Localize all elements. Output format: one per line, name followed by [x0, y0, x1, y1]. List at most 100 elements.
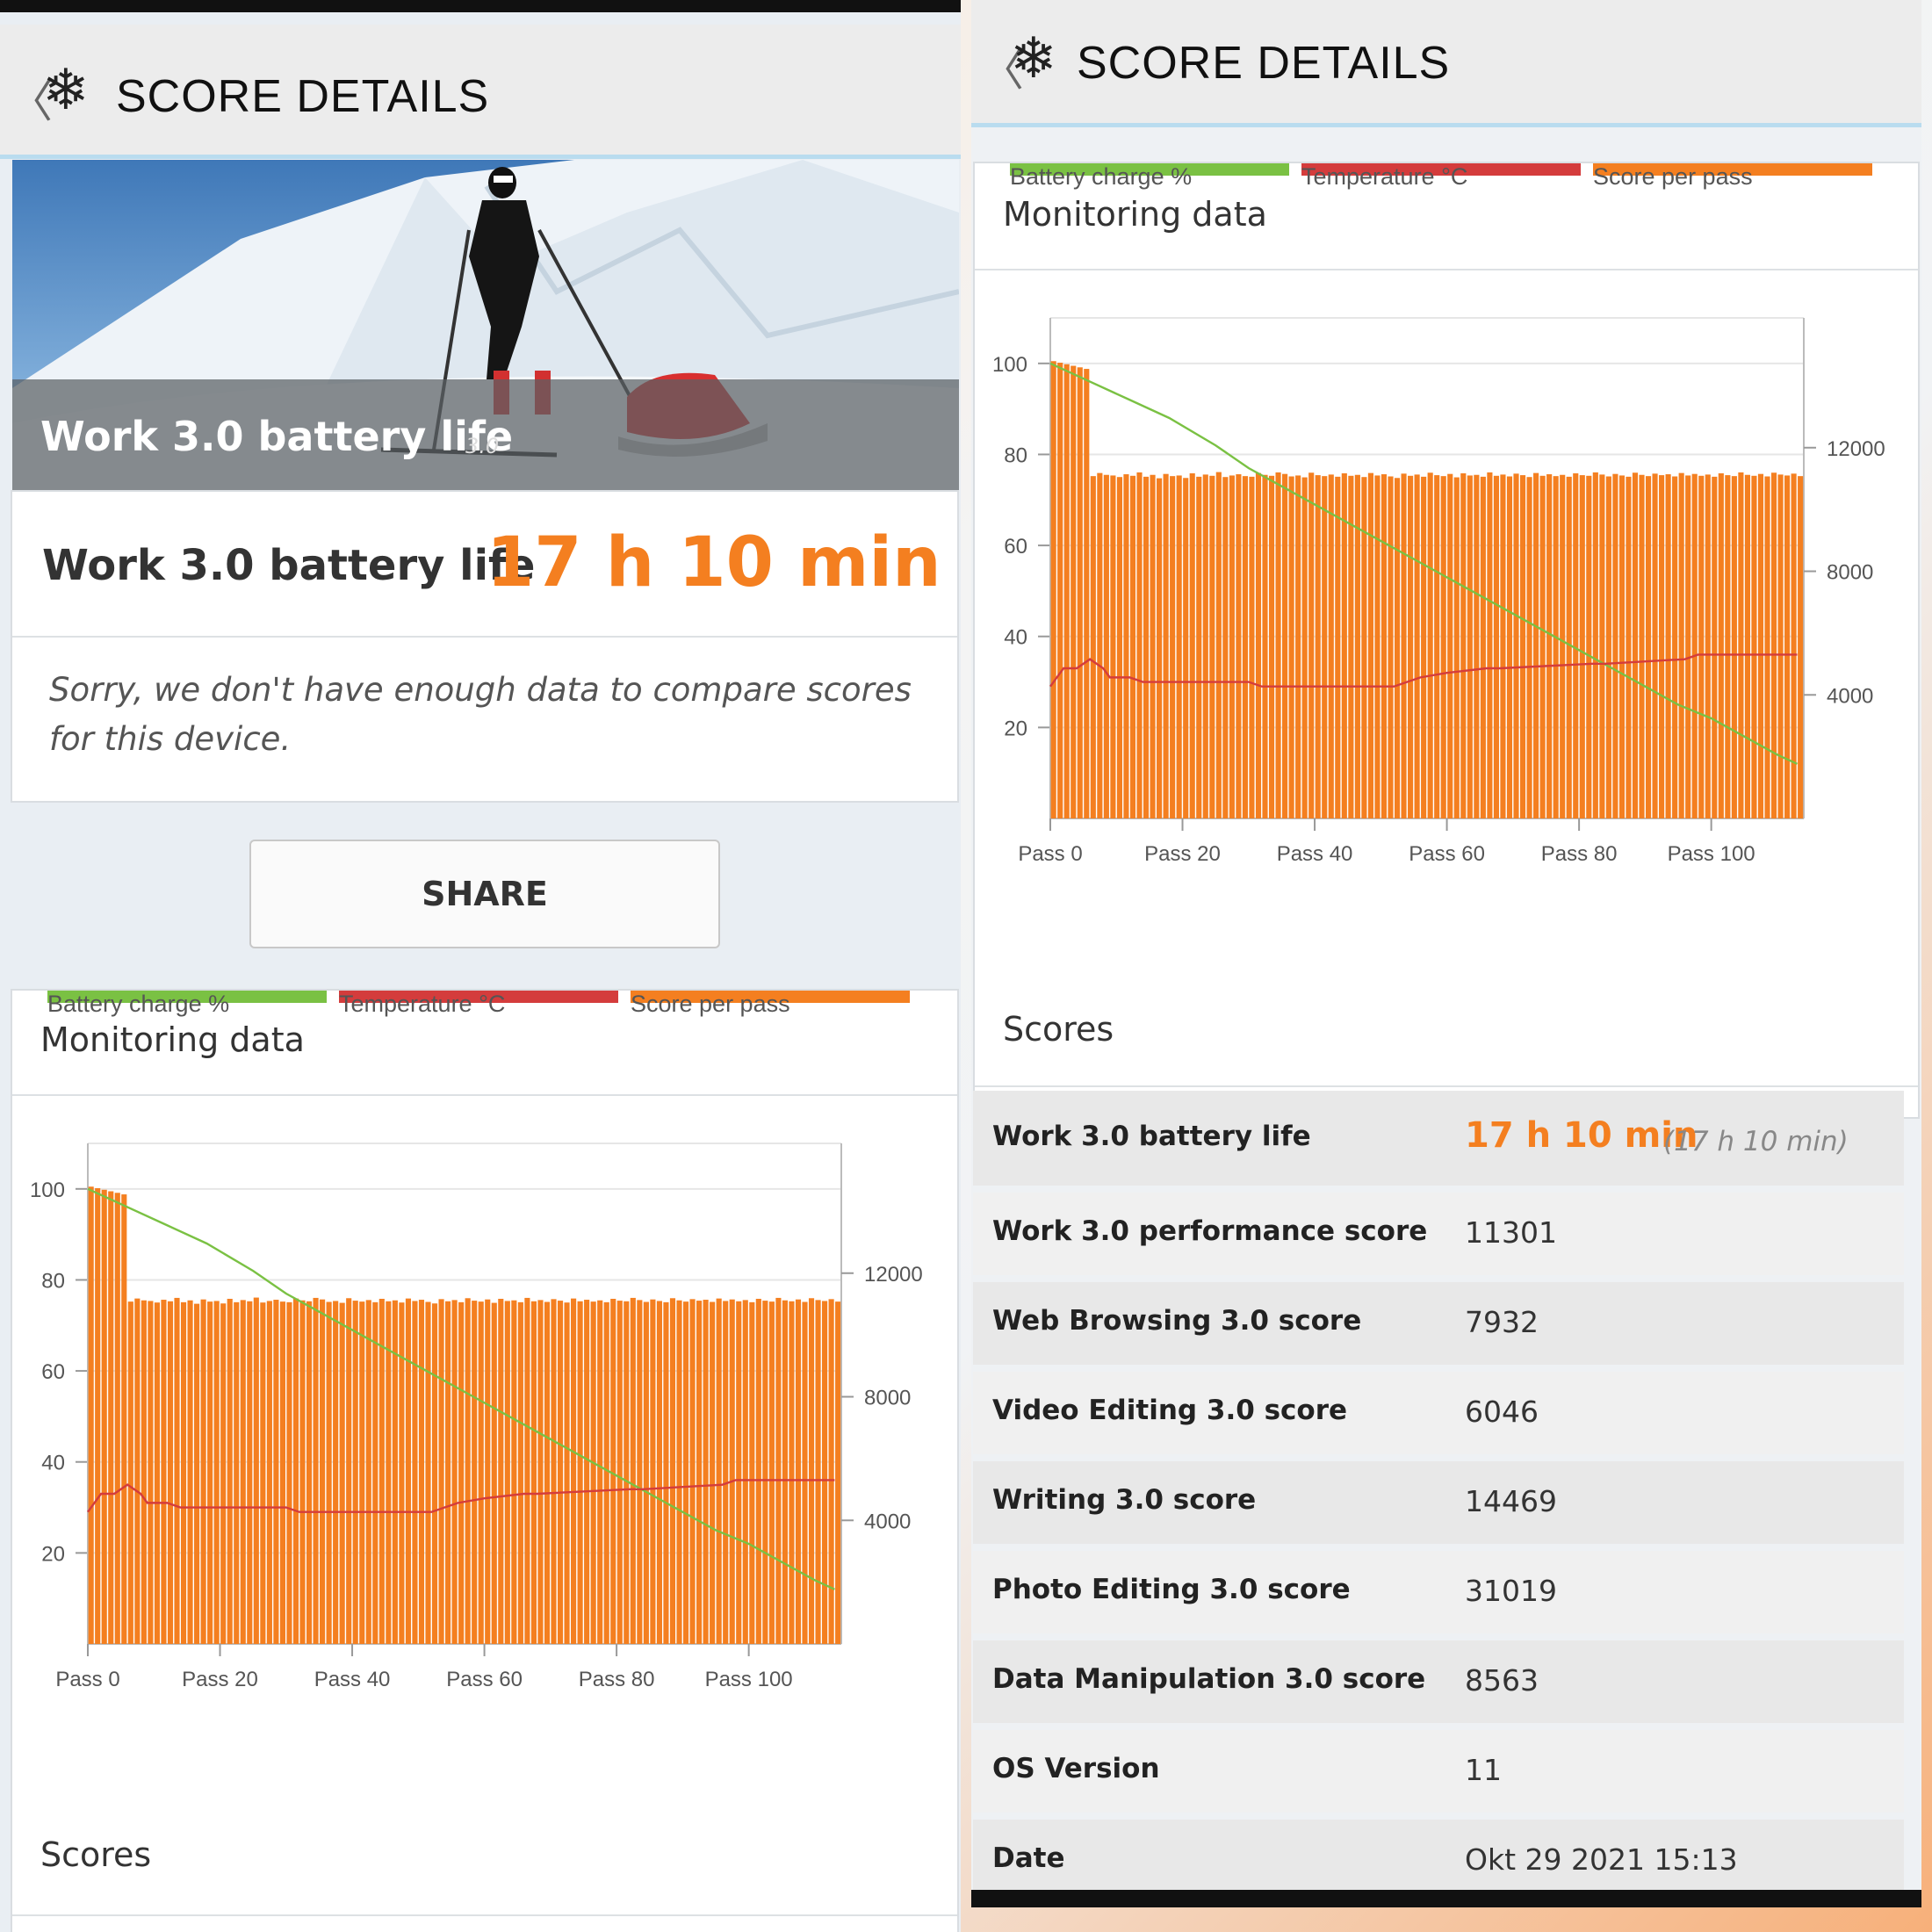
scores-divider	[975, 1085, 1918, 1087]
score-bar	[768, 1301, 775, 1644]
result-card: Work 3.0 battery life 17 h 10 min Sorry,…	[11, 490, 959, 803]
score-bar	[1116, 477, 1122, 818]
score-bar	[260, 1302, 266, 1644]
score-bar	[1744, 474, 1750, 818]
scores-table: Work 3.0 battery life 17 h 10 min (17 h …	[973, 1091, 1920, 1890]
back-chevron-icon[interactable]: 〈	[980, 45, 1024, 96]
back-chevron-icon[interactable]: 〈	[9, 76, 53, 127]
score-bar	[1196, 476, 1202, 818]
score-bar	[253, 1297, 259, 1644]
x-tick-label: Pass 0	[1018, 842, 1082, 866]
score-bar	[1071, 365, 1077, 818]
score-bar	[1705, 474, 1711, 818]
score-bar	[365, 1300, 371, 1644]
score-bar	[1434, 475, 1440, 818]
score-bar	[1539, 475, 1546, 818]
score-bar	[716, 1298, 722, 1644]
share-button[interactable]: SHARE	[249, 840, 720, 948]
score-bar	[1242, 476, 1248, 818]
score-bar	[1408, 475, 1414, 818]
legend-swatch	[1593, 163, 1872, 176]
score-label: Photo Editing 3.0 score	[992, 1574, 1351, 1605]
monitoring-title: Monitoring data	[1003, 195, 1267, 234]
score-bar	[1652, 473, 1658, 818]
score-bar	[1777, 474, 1784, 818]
score-bar	[1354, 474, 1360, 818]
score-row-date: Date Okt 29 2021 15:13	[973, 1820, 1904, 1890]
score-bar	[187, 1300, 193, 1644]
score-bar	[326, 1301, 332, 1644]
score-bar	[194, 1303, 200, 1644]
score-bar	[227, 1298, 233, 1644]
score-bar	[762, 1301, 768, 1644]
score-bar	[438, 1299, 444, 1644]
score-bar	[405, 1298, 411, 1644]
score-bar	[1414, 474, 1420, 818]
score-value: 7932	[1465, 1305, 1539, 1339]
score-bar	[637, 1300, 643, 1644]
legend-swatch	[47, 991, 327, 1003]
y-right-tick-label: 8000	[864, 1387, 911, 1410]
score-bar	[1050, 361, 1056, 818]
scores-title: Scores	[40, 1835, 152, 1874]
score-bar	[1770, 472, 1777, 818]
score-bar	[723, 1301, 729, 1644]
legend-swatch	[1010, 163, 1289, 176]
score-row-data-manipulation: Data Manipulation 3.0 score 8563	[973, 1640, 1904, 1723]
score-value-secondary: (17 h 10 min)	[1663, 1126, 1849, 1157]
battery-line	[1049, 362, 1798, 765]
snowflake-icon: ❄	[42, 58, 90, 123]
score-bar	[530, 1301, 537, 1644]
score-bar	[1367, 472, 1373, 818]
score-bar	[1209, 475, 1215, 818]
score-bar	[161, 1300, 167, 1644]
legend-label: Temperature °C	[1301, 163, 1468, 190]
score-bar	[1097, 472, 1103, 818]
score-bar	[279, 1301, 285, 1644]
score-bar	[616, 1301, 623, 1644]
y-right-tick-label: 4000	[1827, 684, 1873, 708]
score-bar	[1672, 476, 1678, 818]
legend-label: Score per pass	[1593, 163, 1753, 190]
score-bar	[1282, 473, 1288, 818]
y-left-tick-label: 100	[30, 1179, 65, 1202]
score-bar	[630, 1297, 636, 1644]
score-bar	[1685, 475, 1691, 818]
score-bar	[1341, 472, 1347, 818]
score-bar	[1157, 478, 1163, 818]
score-bar	[472, 1301, 478, 1644]
score-bar	[504, 1301, 510, 1644]
score-bar	[121, 1194, 127, 1644]
score-bar	[1229, 475, 1235, 818]
score-bar	[1725, 475, 1731, 818]
scores-divider	[12, 1914, 957, 1916]
score-bar	[1255, 472, 1262, 818]
score-bar	[1751, 475, 1757, 818]
score-bar	[134, 1298, 141, 1644]
score-value: 6046	[1465, 1395, 1539, 1429]
score-bar	[789, 1301, 795, 1644]
score-bar	[656, 1301, 662, 1644]
score-bar	[1202, 474, 1208, 818]
page-title: SCORE DETAILS	[1077, 38, 1451, 89]
score-bar	[1764, 476, 1770, 818]
score-bar	[88, 1186, 94, 1644]
score-bar	[1374, 475, 1381, 818]
score-bar	[676, 1300, 682, 1644]
y-left-tick-label: 40	[41, 1452, 65, 1475]
score-bar	[399, 1302, 405, 1644]
score-bar	[359, 1301, 365, 1644]
score-bar	[299, 1300, 306, 1644]
score-bar	[597, 1300, 603, 1644]
score-bar	[95, 1188, 101, 1644]
page-title: SCORE DETAILS	[116, 71, 490, 122]
score-bar	[1129, 475, 1136, 818]
score-bar	[603, 1301, 609, 1644]
score-bar	[174, 1297, 180, 1644]
score-bar	[1791, 473, 1797, 818]
score-bar	[742, 1300, 748, 1644]
x-tick-label: Pass 40	[314, 1668, 391, 1691]
score-bar	[108, 1191, 114, 1644]
score-bar	[240, 1300, 246, 1644]
score-bar	[1560, 474, 1566, 818]
